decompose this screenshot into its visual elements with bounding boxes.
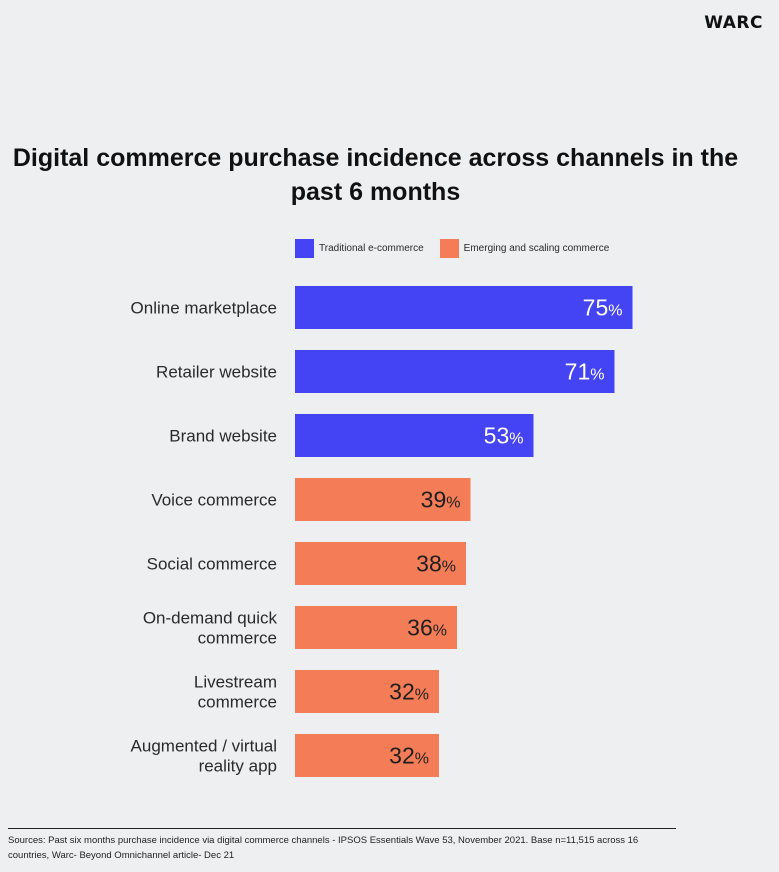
bar-social-commerce <box>295 542 466 585</box>
bar-on-demand-quick-commerce <box>295 606 457 649</box>
legend-swatch-traditional <box>295 239 314 258</box>
value-label-livestream-commerce: 32% <box>389 679 429 705</box>
legend-item-traditional: Traditional e-commerce <box>295 239 424 258</box>
warc-logo: WARC <box>704 13 763 33</box>
bar-livestream-commerce <box>295 670 439 713</box>
value-label-on-demand-quick-commerce: 36% <box>407 615 447 641</box>
bar-voice-commerce <box>295 478 471 521</box>
value-label-online-marketplace: 75% <box>583 295 623 321</box>
sources-note: Sources: Past six months purchase incide… <box>8 835 639 861</box>
chart-title: Digital commerce purchase incidence acro… <box>12 144 739 206</box>
category-label-brand-website: Brand website <box>169 427 277 446</box>
legend-item-emerging: Emerging and scaling commerce <box>439 239 610 258</box>
legend-label-traditional: Traditional e-commerce <box>319 243 424 254</box>
legend-label-emerging: Emerging and scaling commerce <box>463 243 610 254</box>
bar-augmented-virtual-reality-app <box>295 734 439 777</box>
category-label-augmented-virtual-reality-app: Augmented / virtual reality app <box>131 737 277 776</box>
category-label-social-commerce: Social commerce <box>147 555 277 574</box>
bar-brand-website <box>295 414 534 457</box>
value-label-augmented-virtual-reality-app: 32% <box>389 743 429 769</box>
category-label-online-marketplace: Online marketplace <box>131 299 277 318</box>
value-label-brand-website: 53% <box>484 423 524 449</box>
value-label-voice-commerce: 39% <box>421 487 461 513</box>
chart-legend: Traditional e-commerce Emerging and scal… <box>295 239 625 258</box>
bar-retailer-website <box>295 350 615 393</box>
legend-swatch-emerging <box>439 239 459 258</box>
category-label-voice-commerce: Voice commerce <box>151 491 277 510</box>
value-label-social-commerce: 38% <box>416 551 456 577</box>
bar-online-marketplace <box>295 286 633 329</box>
category-label-retailer-website: Retailer website <box>156 363 277 382</box>
category-label-on-demand-quick-commerce: On-demand quick commerce <box>143 609 278 648</box>
value-label-retailer-website: 71% <box>565 359 605 385</box>
category-label-livestream-commerce: Livestream commerce <box>194 673 277 712</box>
footer-divider <box>8 828 676 829</box>
